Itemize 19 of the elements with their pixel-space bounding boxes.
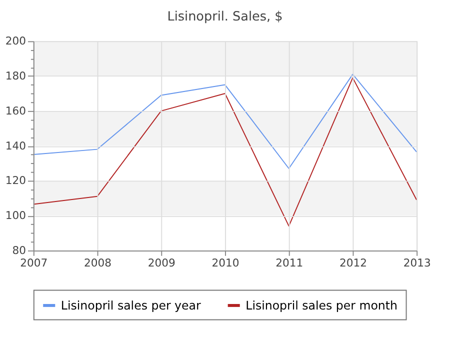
y-tick-label: 120: [5, 174, 26, 188]
x-tick-label: 2007: [20, 256, 48, 270]
legend-label: Lisinopril sales per year: [60, 298, 201, 312]
line-series: [32, 74, 418, 169]
chart-title: Lisinopril. Sales, $: [167, 10, 283, 25]
x-tick-label: 2009: [148, 256, 176, 270]
line-series: [32, 77, 418, 227]
y-tick-label: 200: [5, 34, 26, 48]
y-tick-label: 80: [12, 244, 26, 257]
x-tick-label: 2008: [84, 256, 112, 270]
x-tick-label: 2010: [212, 256, 240, 270]
y-tick-label: 100: [5, 209, 26, 222]
y-tick-label: 180: [5, 70, 26, 82]
x-tick-label: 2012: [339, 256, 367, 270]
legend-label: Lisinopril sales per month: [246, 298, 398, 312]
x-tick-label: 2011: [276, 256, 304, 270]
x-tick-label: 2013: [403, 256, 431, 270]
y-tick-label: 140: [5, 139, 26, 152]
y-tick-label: 160: [5, 104, 26, 118]
